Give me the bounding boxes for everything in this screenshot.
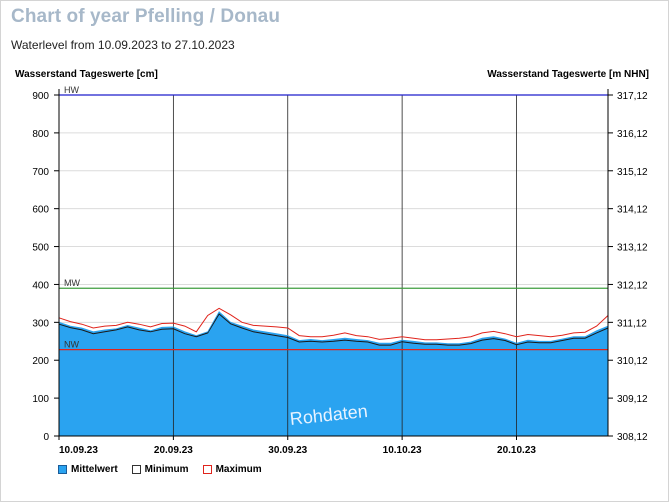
left-tick-label-0: 0 — [43, 432, 49, 443]
left-tick-label-400: 400 — [32, 280, 49, 291]
legend: Mittelwert Minimum Maximum — [58, 464, 262, 475]
left-tick-label-300: 300 — [32, 318, 49, 329]
series-mittelwert-area — [59, 311, 608, 436]
left-axis-label: Wasserstand Tageswerte [cm] — [15, 69, 158, 80]
page-title: Chart of year Pfelling / Donau — [11, 6, 281, 27]
series-maximum-line — [58, 307, 609, 341]
legend-item-mean: Mittelwert — [58, 464, 118, 475]
reference-label-hw: HW — [64, 85, 79, 95]
left-tick-label-500: 500 — [32, 243, 49, 254]
reference-label-mw: MW — [64, 278, 80, 288]
x-tick-label-20.09.23: 20.09.23 — [154, 445, 193, 456]
legend-item-maximum: Maximum — [202, 464, 262, 475]
right-tick-label-800: 316,12 — [617, 129, 648, 140]
right-tick-label-500: 313,12 — [617, 243, 648, 254]
right-tick-label-600: 314,12 — [617, 205, 648, 216]
right-tick-label-900: 317,12 — [617, 91, 648, 102]
right-tick-label-700: 315,12 — [617, 167, 648, 178]
left-tick-label-800: 800 — [32, 129, 49, 140]
page-subtitle: Waterlevel from 10.09.2023 to 27.10.2023 — [11, 38, 235, 52]
legend-swatch-mean — [58, 465, 67, 474]
right-tick-label-200: 310,12 — [617, 356, 648, 367]
left-tick-label-200: 200 — [32, 356, 49, 367]
legend-label-maximum: Maximum — [215, 464, 262, 475]
right-tick-label-300: 311,12 — [617, 318, 647, 329]
x-tick-label-10.09.23: 10.09.23 — [59, 445, 98, 456]
right-tick-label-100: 309,12 — [617, 394, 648, 405]
x-tick-label-20.10.23: 20.10.23 — [497, 445, 536, 456]
series-mittelwert-line — [58, 311, 609, 345]
legend-item-minimum: Minimum — [131, 464, 189, 475]
left-tick-label-100: 100 — [32, 394, 49, 405]
right-tick-label-0: 308,12 — [617, 432, 648, 443]
right-axis-label: Wasserstand Tageswerte [m NHN] — [487, 69, 649, 80]
legend-swatch-minimum — [131, 465, 141, 474]
left-tick-label-600: 600 — [32, 205, 49, 216]
legend-swatch-maximum — [202, 465, 212, 474]
reference-label-nw: NW — [64, 340, 79, 350]
x-tick-label-10.10.23: 10.10.23 — [383, 445, 422, 456]
left-tick-label-900: 900 — [32, 91, 49, 102]
legend-label-mean: Mittelwert — [71, 464, 118, 475]
legend-label-minimum: Minimum — [144, 464, 189, 475]
right-tick-label-400: 312,12 — [617, 280, 648, 291]
left-tick-label-700: 700 — [32, 167, 49, 178]
series-minimum-line — [58, 313, 609, 346]
x-tick-label-30.09.23: 30.09.23 — [268, 445, 307, 456]
